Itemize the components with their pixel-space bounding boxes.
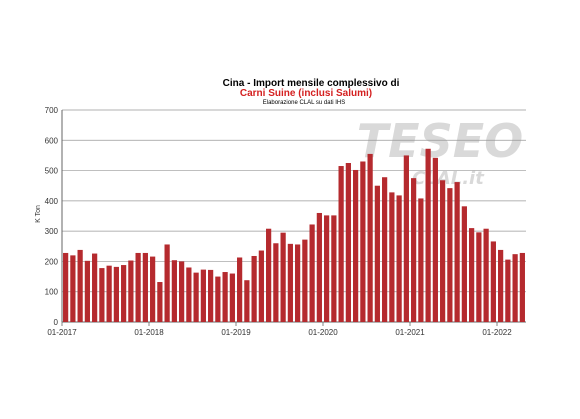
bar (360, 161, 366, 322)
bar (287, 243, 293, 322)
bar (121, 265, 127, 322)
bar (411, 178, 417, 322)
y-tick-label: 100 (45, 288, 59, 297)
bar (490, 241, 496, 322)
bar (432, 157, 438, 322)
chart-subtitle: Elaborazione CLAL su dati IHS (263, 100, 346, 106)
bar (338, 166, 344, 322)
y-tick-label: 400 (45, 197, 59, 206)
bar (179, 261, 185, 322)
bar (295, 244, 301, 322)
y-axis-label: K Ton (35, 205, 42, 223)
bar (512, 254, 518, 322)
bar (324, 215, 330, 322)
bar (142, 252, 148, 322)
bar (77, 249, 83, 322)
bar (418, 198, 424, 322)
bar (200, 269, 206, 322)
y-tick-label: 500 (45, 167, 59, 176)
x-tick-label: 01-2020 (308, 328, 338, 337)
watermark-sub: CLAL.it (412, 168, 485, 189)
bar (353, 169, 359, 322)
x-tick-label: 01-2021 (395, 328, 425, 337)
bar (476, 232, 482, 322)
bar (128, 260, 134, 322)
bar (280, 232, 286, 322)
bar (309, 224, 315, 322)
bar (454, 182, 460, 322)
x-tick-label: 01-2017 (47, 328, 77, 337)
y-tick-label: 200 (45, 257, 59, 266)
bar (215, 276, 221, 322)
bar (244, 280, 250, 322)
watermark: TESEO CLAL.it (357, 114, 523, 189)
bar (483, 228, 489, 322)
bar (266, 228, 272, 322)
bar (258, 250, 264, 322)
bar (135, 252, 141, 322)
bar (164, 244, 170, 322)
bar (84, 260, 90, 322)
bar (157, 282, 163, 322)
bar (469, 228, 475, 322)
bar (505, 259, 511, 322)
bar (389, 192, 395, 322)
bar (237, 257, 243, 322)
bar (498, 249, 504, 322)
bar (63, 252, 69, 322)
bar (113, 266, 119, 322)
bar (403, 155, 409, 322)
x-axis-ticks: 01-2017 01-2018 01-2019 01-2020 01-2021 01-20… (47, 322, 512, 337)
bar (222, 272, 228, 322)
bar (331, 215, 337, 322)
x-tick-label: 01-2022 (482, 328, 512, 337)
bar (193, 272, 199, 322)
bar (382, 177, 388, 322)
bar (229, 273, 235, 322)
bar (70, 255, 76, 322)
bar (106, 265, 112, 322)
y-tick-label: 700 (45, 106, 59, 115)
bar (519, 252, 525, 322)
chart-title: Cina - Import mensile complessivo di (223, 78, 400, 89)
watermark-main: TESEO (357, 114, 523, 168)
bar (425, 148, 431, 322)
bar (150, 256, 156, 322)
bar (251, 255, 257, 322)
bars (63, 148, 525, 322)
y-axis-ticks: 0 100 200 300 400 500 600 700 (45, 106, 59, 327)
bar (461, 206, 467, 322)
bar (440, 180, 446, 322)
x-tick-label: 01-2019 (221, 328, 251, 337)
bar (345, 163, 351, 322)
bar (396, 195, 402, 322)
bar (171, 260, 177, 322)
bar (374, 185, 380, 322)
bar (92, 253, 98, 322)
y-tick-label: 300 (45, 227, 59, 236)
y-tick-label: 0 (54, 318, 59, 327)
chart-title-product: Carni Suine (inclusi Salumi) (240, 88, 372, 99)
y-tick-label: 600 (45, 136, 59, 145)
bar (186, 267, 192, 322)
bar (273, 243, 279, 322)
bar (316, 212, 322, 322)
bar (208, 269, 214, 322)
bar (302, 239, 308, 322)
x-tick-label: 01-2018 (134, 328, 164, 337)
bar (99, 268, 105, 322)
bar (367, 153, 373, 322)
bar (447, 188, 453, 322)
